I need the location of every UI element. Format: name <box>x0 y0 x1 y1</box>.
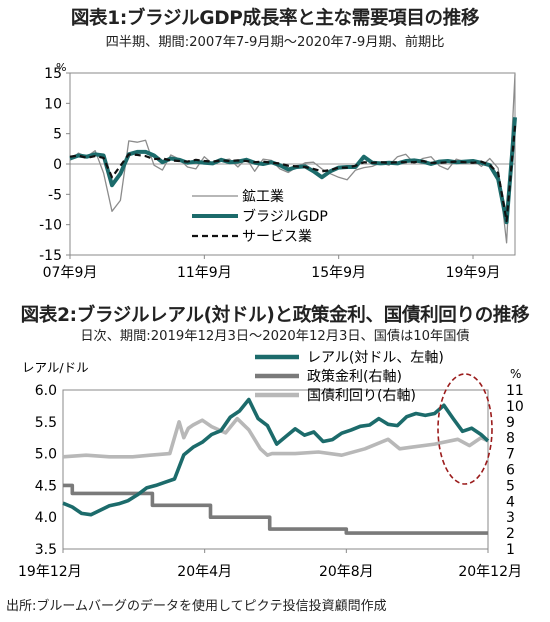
chart2-y-right-tick-label: 7 <box>506 447 515 463</box>
chart1-y-unit: % <box>56 61 66 74</box>
chart2-y-right-tick-label: 11 <box>506 383 524 399</box>
chart2-series-bond-yield <box>62 416 489 459</box>
chart2-y-right-tick-label: 5 <box>506 478 515 494</box>
chart1-series-services <box>69 125 517 223</box>
chart2-x-tick-label: 20年8月 <box>319 564 374 580</box>
chart2-y-left-tick-label: 3.5 <box>35 542 57 558</box>
chart1-legend-label: 鉱工業 <box>242 188 284 205</box>
chart2-series-brl <box>62 397 490 517</box>
chart2-y-right-tick-label: 1 <box>506 542 515 558</box>
chart2-y-right-tick-label: 6 <box>506 463 515 479</box>
chart2-y-right-tick-label: 2 <box>506 526 515 542</box>
chart1-y-tick-label: -15 <box>39 248 62 264</box>
chart1-y-tick-label: 5 <box>53 127 62 143</box>
chart2-legend-label: レアル(対ドル、左軸) <box>307 350 444 366</box>
chart1-y-tick-label: -10 <box>39 218 62 234</box>
chart2-y-right-tick-label: 9 <box>506 415 515 431</box>
chart2-y-right-tick-label: 10 <box>506 399 524 415</box>
chart2-y-left-label: レアル/ドル <box>22 360 89 375</box>
chart2-y-left-tick-label: 4.0 <box>35 510 57 526</box>
chart2-y-right-tick-label: 4 <box>506 494 515 510</box>
chart2-x-tick-label: 20年4月 <box>177 564 232 580</box>
chart1-legend-label: サービス業 <box>242 229 312 245</box>
chart2-x-tick-label: 20年12月 <box>458 564 522 580</box>
chart1-x-tick-label: 19年9月 <box>446 265 501 281</box>
chart2-legend-label: 政策金利(右軸) <box>307 368 402 385</box>
chart2-x-tick-label: 19年12月 <box>18 564 82 580</box>
chart1-x-tick-label: 15年9月 <box>311 265 366 281</box>
chart1-plot: 15 10 5 0 -5 -10 -15% 07年9月 11年9月 15年9月 19年9月 鉱工業ブラ… <box>39 61 517 281</box>
chart2-annotation-ellipse <box>437 373 493 485</box>
chart2-legend-label: 国債利回り(右軸) <box>307 388 416 404</box>
chart1-x-tick-label: 07年9月 <box>43 265 98 281</box>
chart2-y-right-tick-label: 3 <box>506 510 515 526</box>
chart1-subtitle: 四半期、期間:2007年7-9月期〜2020年7-9月期、前期比 <box>105 35 445 50</box>
chart1-legend-label: ブラジルGDP <box>242 208 328 225</box>
chart1-title: 図表1:ブラジルGDP成長率と主な需要項目の推移 <box>70 8 480 29</box>
chart1-y-tick-label: 15 <box>44 66 62 82</box>
chart1-x-tick-label: 11年9月 <box>177 265 232 281</box>
chart1-y-tick-label: -5 <box>48 187 62 203</box>
chart2-title: 図表2:ブラジルレアル(対ドル)と政策金利、国債利回りの推移 <box>20 305 530 326</box>
chart2-series-policy-rate <box>63 483 488 535</box>
chart2-y-left-tick-label: 4.5 <box>35 478 57 494</box>
chart2-subtitle: 日次、期間:2019年12月3日〜2020年12月3日、国債は10年国債 <box>80 329 470 344</box>
chart2-frame <box>62 389 489 550</box>
source-note: 出所:ブルームバーグのデータを使用してピクテ投信投資顧問作成 <box>6 599 387 614</box>
chart1-y-tick-label: 10 <box>44 96 62 112</box>
chart1-series-gdp <box>69 117 517 225</box>
chart2-y-left-tick-label: 5.5 <box>35 415 57 431</box>
chart1-y-tick-label: 0 <box>53 157 62 173</box>
chart2-y-left-tick-label: 6.0 <box>35 383 57 399</box>
chart2-y-left-tick-label: 5.0 <box>35 447 57 463</box>
chart2-y-right-unit: % <box>510 367 521 381</box>
chart2-y-right-tick-label: 8 <box>506 431 515 447</box>
